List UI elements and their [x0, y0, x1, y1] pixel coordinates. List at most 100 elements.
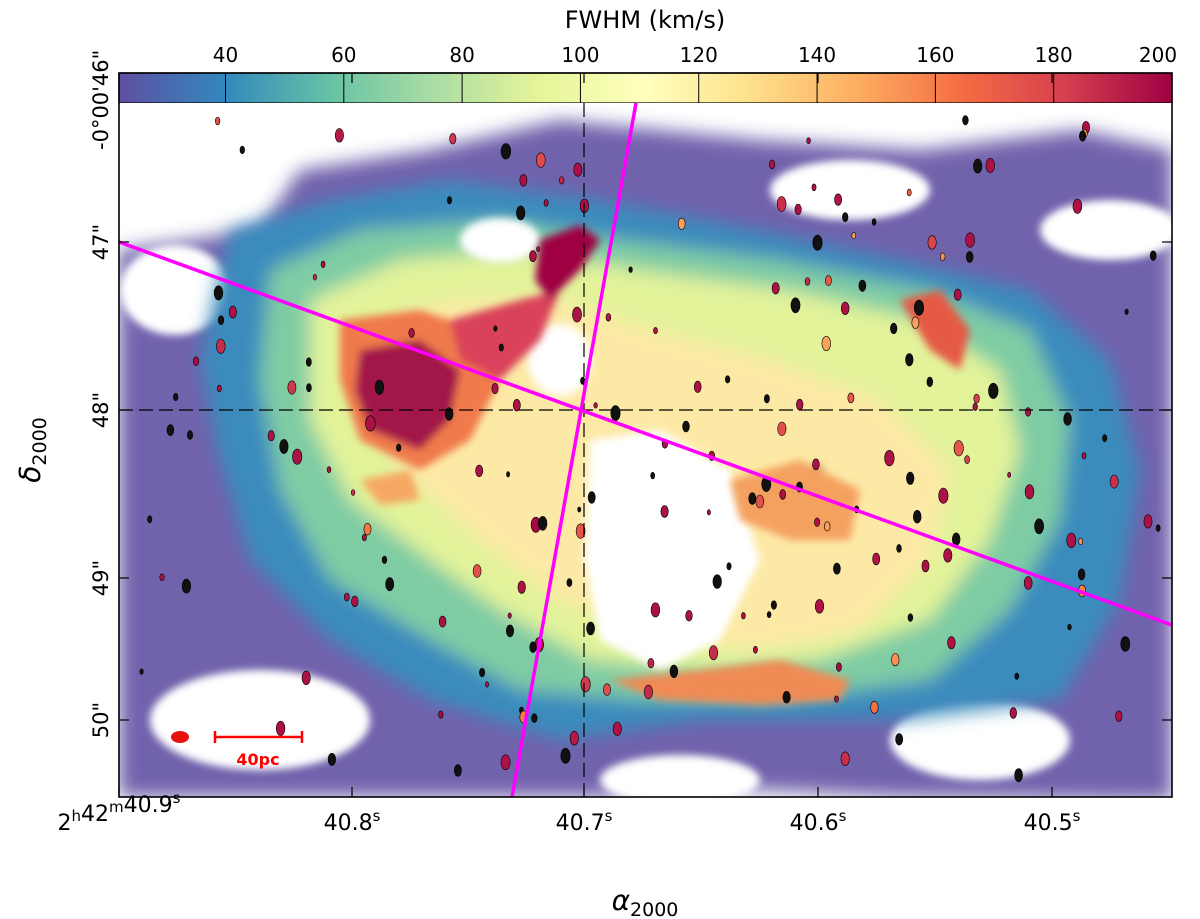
- x-tick-label: 40.5s: [1024, 807, 1081, 836]
- speckle-knot: [643, 684, 653, 700]
- speckle-knot: [449, 133, 457, 145]
- speckle-knot: [782, 690, 791, 704]
- speckle-knot: [755, 494, 765, 509]
- speckle-knot: [187, 430, 194, 440]
- y-axis-label: δ2000: [14, 417, 51, 483]
- colorbar-title: FWHM (km/s): [565, 6, 726, 34]
- speckle-knot: [517, 580, 526, 594]
- speckle-knot: [764, 394, 770, 404]
- speckle-knot: [500, 754, 511, 771]
- speckle-knot: [847, 392, 855, 404]
- speckle-knot: [385, 577, 395, 592]
- speckle-knot: [973, 393, 980, 404]
- speckle-knot: [796, 398, 804, 411]
- speckle-knot: [851, 232, 857, 240]
- speckle-knot: [814, 599, 825, 614]
- speckle-knot: [708, 645, 719, 661]
- speckle-knot: [475, 464, 484, 478]
- north-west-core: [355, 340, 460, 450]
- speckle-knot: [1124, 308, 1129, 315]
- speckle-knot: [943, 548, 953, 563]
- scale-bar-label: 40pc: [236, 750, 279, 769]
- speckle-knot: [660, 505, 669, 518]
- speckle-knot: [507, 612, 512, 619]
- speckle-knot: [1034, 518, 1044, 535]
- speckle-knot: [610, 405, 621, 421]
- speckle-knot: [895, 733, 904, 746]
- speckle-knot: [842, 212, 849, 223]
- gap: [120, 245, 230, 335]
- x-tick-label: 40.8s: [324, 807, 381, 836]
- speckle-knot: [493, 325, 498, 332]
- speckle-knot: [1014, 768, 1023, 783]
- speckle-knot: [213, 285, 224, 301]
- gap: [600, 755, 760, 797]
- ridge: [450, 290, 560, 380]
- y-axis-label-base: δ: [14, 466, 47, 483]
- speckle-knot: [685, 610, 693, 622]
- speckle-knot: [947, 636, 956, 650]
- speckle-knot: [814, 517, 820, 527]
- speckle-knot: [806, 137, 811, 144]
- map-frame: [118, 72, 1173, 798]
- speckle-knot: [907, 613, 914, 622]
- speckle-knot: [453, 764, 462, 777]
- speckle-knot: [216, 338, 226, 354]
- x-tick-label: 40.6s: [790, 807, 847, 836]
- gap: [890, 700, 1070, 780]
- y-axis-ticks: -0°00'46" 47" 48" 49" 50": [89, 50, 1172, 738]
- speckle-knot: [374, 379, 385, 395]
- speckle-knot: [1109, 474, 1119, 489]
- y-tick-label: 49": [89, 560, 113, 596]
- speckle-knot: [351, 595, 359, 608]
- speckle-knot: [906, 188, 912, 197]
- speckle-knot: [543, 199, 549, 207]
- colorbar-tick-label: 120: [680, 43, 718, 67]
- speckle-knot: [575, 523, 586, 539]
- speckle-knot: [790, 297, 801, 314]
- speckle-knot: [1014, 672, 1020, 680]
- speckle-knot: [748, 492, 757, 505]
- speckle-knot: [593, 402, 598, 409]
- speckle-knot: [766, 611, 772, 618]
- speckle-knot: [821, 335, 831, 351]
- speckle-knot: [823, 521, 831, 532]
- crosshair: [119, 103, 1172, 797]
- speckle-knot: [753, 645, 758, 654]
- speckle-knot: [500, 143, 512, 160]
- halo-gaps: [120, 105, 1172, 797]
- speckle-knot: [840, 301, 850, 316]
- speckle-knot: [479, 667, 486, 678]
- speckle-knot: [834, 695, 839, 703]
- cavity-top: [460, 218, 540, 262]
- map-area: [119, 103, 1172, 797]
- speckle-knot: [964, 455, 970, 464]
- speckle-knot: [361, 533, 367, 542]
- speckle-knot: [166, 424, 175, 436]
- major-axis-line: [119, 240, 1172, 627]
- speckle-knot: [559, 176, 565, 185]
- speckle-knot: [953, 440, 964, 457]
- speckle-knot: [965, 251, 974, 263]
- speckle-knot: [647, 658, 655, 669]
- speckle-knot: [538, 516, 548, 531]
- colorbar-fill: [118, 72, 1173, 104]
- speckle-knot: [512, 399, 521, 412]
- speckle-knot: [215, 116, 221, 126]
- speckle-knot: [833, 562, 841, 575]
- speckle-knot: [485, 681, 489, 688]
- speckle-knot: [312, 274, 318, 281]
- speckle-knot: [529, 250, 537, 262]
- speckle-knot: [1067, 623, 1072, 631]
- speckle-knot: [572, 306, 582, 323]
- speckle-knot: [905, 353, 914, 367]
- speckle-knot: [973, 158, 983, 174]
- speckle-knot: [926, 376, 933, 388]
- speckle-knot: [1102, 434, 1108, 443]
- speckle-knot: [566, 578, 573, 587]
- speckle-knot: [365, 415, 376, 432]
- colorbar-tick-label: 160: [916, 43, 954, 67]
- speckle-knot: [988, 382, 999, 399]
- speckle-knot: [650, 472, 656, 480]
- speckle-knot: [779, 489, 787, 500]
